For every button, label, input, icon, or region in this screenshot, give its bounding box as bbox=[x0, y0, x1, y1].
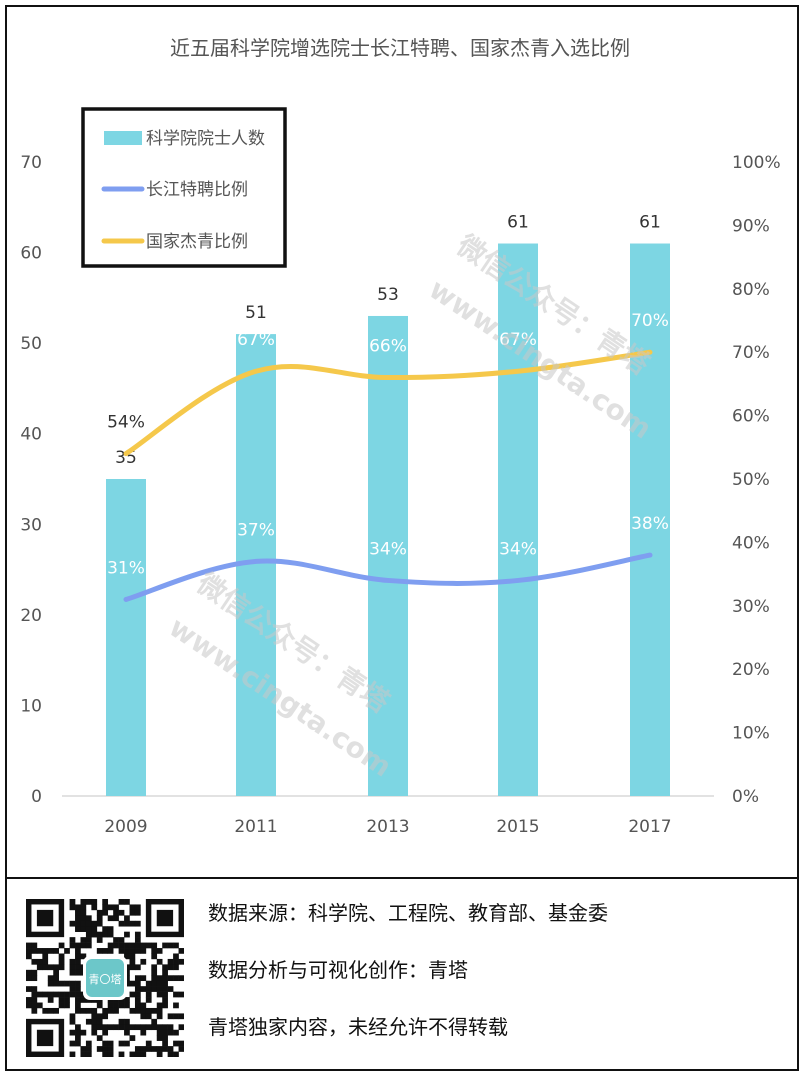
line-point-label: 67% bbox=[237, 330, 275, 350]
bar-value-label: 61 bbox=[639, 213, 661, 233]
x-tick-label: 2013 bbox=[366, 817, 409, 837]
right-tick-label: 100% bbox=[732, 153, 781, 173]
left-tick-label: 0 bbox=[31, 787, 42, 807]
footer-divider bbox=[5, 877, 799, 879]
right-axis: 0% 10% 20% 30% 40% 50% 60% 70% 80% 90% 100% bbox=[732, 153, 781, 807]
x-tick-label: 2015 bbox=[496, 817, 539, 837]
legend-swatch bbox=[104, 131, 142, 145]
right-tick-label: 70% bbox=[732, 343, 770, 363]
line-point-label: 38% bbox=[631, 514, 669, 534]
qr-code: 青〇塔 bbox=[26, 899, 184, 1057]
left-tick-label: 20 bbox=[20, 606, 42, 626]
legend-label: 科学院院士人数 bbox=[146, 129, 265, 149]
x-tick-label: 2017 bbox=[628, 817, 671, 837]
bar-value-label: 53 bbox=[377, 285, 399, 305]
copyright-text: 青塔独家内容，未经允许不得转载 bbox=[208, 1015, 508, 1039]
right-tick-label: 40% bbox=[732, 533, 770, 553]
left-tick-label: 70 bbox=[20, 153, 42, 173]
bar bbox=[106, 479, 146, 796]
x-tick-label: 2011 bbox=[234, 817, 277, 837]
right-tick-label: 80% bbox=[732, 280, 770, 300]
line-point-label: 54% bbox=[107, 413, 145, 433]
footer-text: 数据来源：科学院、工程院、教育部、基金委 数据分析与可视化创作：青塔 青塔独家内… bbox=[208, 895, 768, 1066]
line-point-label: 70% bbox=[631, 311, 669, 331]
line-point-label: 34% bbox=[499, 539, 537, 559]
bar bbox=[498, 243, 538, 796]
legend-label: 国家杰青比例 bbox=[146, 232, 248, 252]
line-point-label: 37% bbox=[237, 520, 275, 540]
left-tick-label: 60 bbox=[20, 244, 42, 264]
right-tick-label: 10% bbox=[732, 724, 770, 744]
right-tick-label: 60% bbox=[732, 407, 770, 427]
left-tick-label: 50 bbox=[20, 334, 42, 354]
bar-value-label: 51 bbox=[245, 303, 267, 323]
bar bbox=[368, 315, 408, 796]
x-axis: 2009 2011 2013 2015 2017 bbox=[104, 817, 671, 837]
bar-value-label: 61 bbox=[507, 213, 529, 233]
line-point-label: 67% bbox=[499, 330, 537, 350]
chart-frame bbox=[5, 5, 799, 1071]
line-point-label: 34% bbox=[369, 539, 407, 559]
left-tick-label: 30 bbox=[20, 515, 42, 535]
bar bbox=[630, 243, 670, 796]
jieqing-line bbox=[123, 349, 653, 457]
right-tick-label: 30% bbox=[732, 597, 770, 617]
right-tick-label: 50% bbox=[732, 470, 770, 490]
line-series: 31% 37% 34% 34% 38% 54% 67% 66% 67% 70% bbox=[107, 311, 669, 602]
qr-logo-text: 青〇塔 bbox=[89, 973, 122, 986]
data-source-text: 数据来源：科学院、工程院、教育部、基金委 bbox=[208, 901, 608, 925]
left-tick-label: 40 bbox=[20, 425, 42, 445]
analysis-credit-text: 数据分析与可视化创作：青塔 bbox=[208, 958, 468, 982]
line-point-label: 31% bbox=[107, 558, 145, 578]
changjiang-line bbox=[123, 552, 653, 602]
line-point-label: 66% bbox=[369, 337, 407, 357]
combo-chart: 近五届科学院增选院士长江特聘、国家杰青入选比例 010203040506070 … bbox=[20, 36, 781, 837]
right-tick-label: 0% bbox=[732, 787, 759, 807]
x-tick-label: 2009 bbox=[104, 817, 147, 837]
right-tick-label: 20% bbox=[732, 660, 770, 680]
legend-label: 长江特聘比例 bbox=[146, 180, 248, 200]
left-tick-label: 10 bbox=[20, 696, 42, 716]
left-axis: 0 10 20 30 40 50 60 70 bbox=[20, 153, 42, 807]
chart-title: 近五届科学院增选院士长江特聘、国家杰青入选比例 bbox=[170, 36, 630, 60]
right-tick-label: 90% bbox=[732, 216, 770, 236]
